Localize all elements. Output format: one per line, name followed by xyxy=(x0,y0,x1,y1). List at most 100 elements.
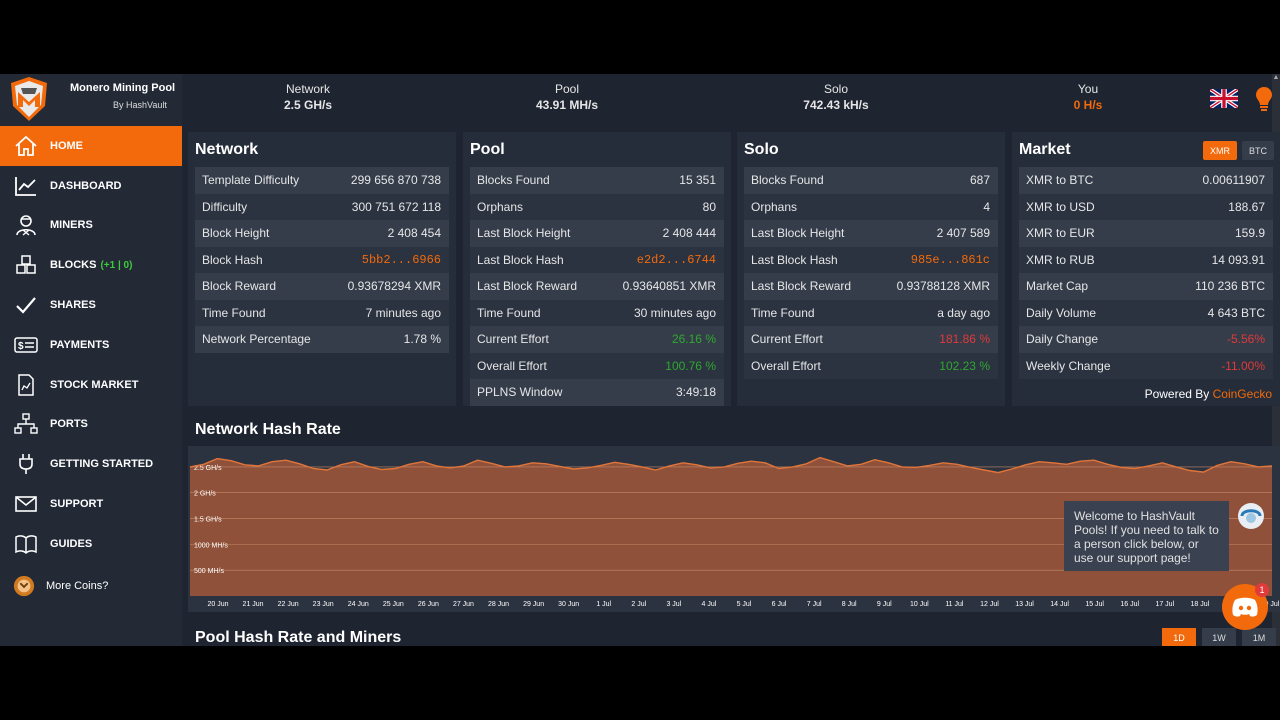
sidebar-item-ports[interactable]: PORTS xyxy=(0,405,182,445)
solo-rows: Blocks Found 687 Orphans 4 Last Block Heig… xyxy=(744,167,998,379)
discord-icon xyxy=(1232,597,1258,617)
row-value: 14 093.91 xyxy=(1211,252,1265,267)
row-label: Overall Effort xyxy=(751,358,821,373)
sidebar-item-payments[interactable]: $ PAYMENTS xyxy=(0,325,182,365)
block-hash-link[interactable]: 985e...861c xyxy=(910,252,990,267)
table-row: Daily Change -5.56% xyxy=(1019,326,1273,353)
row-value: 0.93640851 XMR xyxy=(622,279,716,294)
block-hash-link[interactable]: 5bb2...6966 xyxy=(361,252,441,267)
row-label: Orphans xyxy=(751,199,798,214)
row-value: 26.16 % xyxy=(671,332,716,347)
sidebar-item-stock-market[interactable]: STOCK MARKET xyxy=(0,365,182,405)
blocks-badge: (+1 | 0) xyxy=(100,259,133,271)
plug-icon xyxy=(12,453,40,475)
xmr-button[interactable]: XMR xyxy=(1203,141,1237,160)
table-row: Time Found 7 minutes ago xyxy=(195,299,449,326)
x-tick-label: 20 Jul xyxy=(1261,601,1280,608)
top-stat-label: Network xyxy=(285,82,330,96)
sidebar-item-label: SHARES xyxy=(50,299,96,312)
row-label: Last Block Height xyxy=(751,226,845,241)
timeframe-1d-button[interactable]: 1D xyxy=(1162,628,1196,646)
x-tick-label: 17 Jul xyxy=(1155,601,1174,608)
x-tick-label: 10 Jul xyxy=(910,601,929,608)
x-tick-label: 14 Jul xyxy=(1050,601,1069,608)
x-tick-label: 27 Jun xyxy=(453,601,474,608)
block-hash-link[interactable]: e2d2...6744 xyxy=(636,252,716,267)
row-value: 102.23 % xyxy=(939,358,990,373)
sidebar-item-blocks[interactable]: BLOCKS (+1 | 0) xyxy=(0,245,182,285)
sidebar-item-miners[interactable]: MINERS xyxy=(0,206,182,246)
table-row: Time Found a day ago xyxy=(744,299,998,326)
row-label: Time Found xyxy=(751,305,815,320)
table-row: Weekly Change -11.00% xyxy=(1019,352,1273,379)
sidebar-item-home[interactable]: HOME xyxy=(0,126,182,166)
timeframe-1m-button[interactable]: 1M xyxy=(1242,628,1276,646)
row-value: 181.86 % xyxy=(939,332,990,347)
chart-area xyxy=(190,457,1272,596)
top-stat-value: 43.91 MH/s xyxy=(535,98,599,112)
top-stat-label: You xyxy=(1077,82,1099,96)
sidebar-item-guides[interactable]: GUIDES xyxy=(0,524,182,564)
row-value: a day ago xyxy=(937,305,990,320)
row-value: 299 656 870 738 xyxy=(350,173,441,188)
row-value: -5.56% xyxy=(1226,332,1265,347)
row-label: Daily Change xyxy=(1026,332,1099,347)
row-label: Daily Volume xyxy=(1026,305,1097,320)
pool-chart-title: Pool Hash Rate and Miners xyxy=(195,629,402,646)
sidebar-item-dashboard[interactable]: DASHBOARD xyxy=(0,166,182,206)
table-row: XMR to RUB 14 093.91 xyxy=(1019,246,1273,273)
sidebar: Monero Mining Pool By HashVault HOME DAS… xyxy=(0,74,182,646)
row-label: Network Percentage xyxy=(202,332,311,347)
x-tick-label: 18 Jul xyxy=(1191,601,1210,608)
uk-flag-icon[interactable] xyxy=(1210,89,1238,108)
y-tick-label: 2 GH/s xyxy=(194,491,216,498)
table-row: Last Block Reward 0.93788128 XMR xyxy=(744,273,998,300)
x-tick-label: 24 Jun xyxy=(348,601,369,608)
panel-title: Market xyxy=(1019,141,1071,158)
notification-badge: 1 xyxy=(1255,583,1269,597)
scroll-up-icon[interactable]: ▲ xyxy=(1272,74,1280,81)
lightbulb-icon[interactable] xyxy=(1255,86,1273,112)
row-value: 2 407 589 xyxy=(936,226,990,241)
network-chart-title: Network Hash Rate xyxy=(195,421,341,438)
row-label: XMR to EUR xyxy=(1026,226,1095,241)
row-label: Weekly Change xyxy=(1026,358,1111,373)
home-icon xyxy=(12,135,40,157)
row-value: 188.67 xyxy=(1228,199,1265,214)
x-tick-label: 7 Jul xyxy=(807,601,822,608)
top-stat-value: 2.5 GH/s xyxy=(283,98,333,112)
row-value: 4 643 BTC xyxy=(1207,305,1265,320)
row-value: 110 236 BTC xyxy=(1195,279,1265,294)
top-stat-pool: Pool 43.91 MH/s xyxy=(487,82,647,112)
sidebar-item-shares[interactable]: SHARES xyxy=(0,285,182,325)
sidebar-item-getting-started[interactable]: GETTING STARTED xyxy=(0,444,182,484)
table-row: PPLNS Window 3:49:18 xyxy=(470,379,724,406)
coingecko-link[interactable]: CoinGecko xyxy=(1212,387,1272,401)
network-hash-rate-chart: 500 MH/s 1000 MH/s 1.5 GH/s 2 GH/s 2.5 GH/s 2… xyxy=(188,446,1280,612)
panel-title: Network xyxy=(195,141,259,158)
table-row: Time Found 30 minutes ago xyxy=(470,299,724,326)
row-value: 1.78 % xyxy=(403,332,441,347)
timeframe-1w-button[interactable]: 1W xyxy=(1202,628,1236,646)
panel-title: Solo xyxy=(744,141,779,158)
row-value: 4 xyxy=(983,199,990,214)
brand[interactable]: Monero Mining Pool By HashVault xyxy=(0,74,182,126)
welcome-chat-bubble[interactable]: Welcome to HashVault Pools! If you need … xyxy=(1064,501,1229,571)
row-label: Last Block Hash xyxy=(751,252,838,267)
table-row: Last Block Height 2 407 589 xyxy=(744,220,998,247)
sidebar-item-label: DASHBOARD xyxy=(50,179,122,192)
x-tick-label: 16 Jul xyxy=(1120,601,1139,608)
row-label: Last Block Reward xyxy=(751,279,852,294)
top-stat-value: 0 H/s xyxy=(1073,98,1103,112)
x-tick-label: 9 Jul xyxy=(877,601,892,608)
powered-by: Powered By CoinGecko xyxy=(1145,387,1272,401)
row-value: 0.93788128 XMR xyxy=(896,279,990,294)
y-tick-label: 2.5 GH/s xyxy=(194,465,222,472)
brand-title: Monero Mining Pool xyxy=(70,82,176,94)
top-stat-solo: Solo 742.43 kH/s xyxy=(756,82,916,112)
btc-button[interactable]: BTC xyxy=(1242,141,1274,160)
table-row: XMR to EUR 159.9 xyxy=(1019,220,1273,247)
sidebar-item-support[interactable]: SUPPORT xyxy=(0,484,182,524)
sidebar-item-more-coins[interactable]: More Coins? xyxy=(0,564,182,608)
support-agent-avatar[interactable] xyxy=(1237,502,1265,530)
